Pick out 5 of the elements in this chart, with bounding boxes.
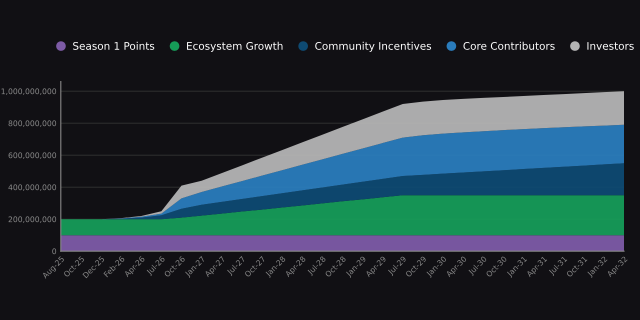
legend-label: Community Incentives	[315, 42, 432, 52]
legend-label: Investors	[587, 42, 634, 50]
legend-label: Season 1 Points	[73, 42, 154, 50]
legend-label: Ecosystem Growth	[187, 42, 282, 52]
legend-label: Core Contributors	[463, 42, 555, 50]
